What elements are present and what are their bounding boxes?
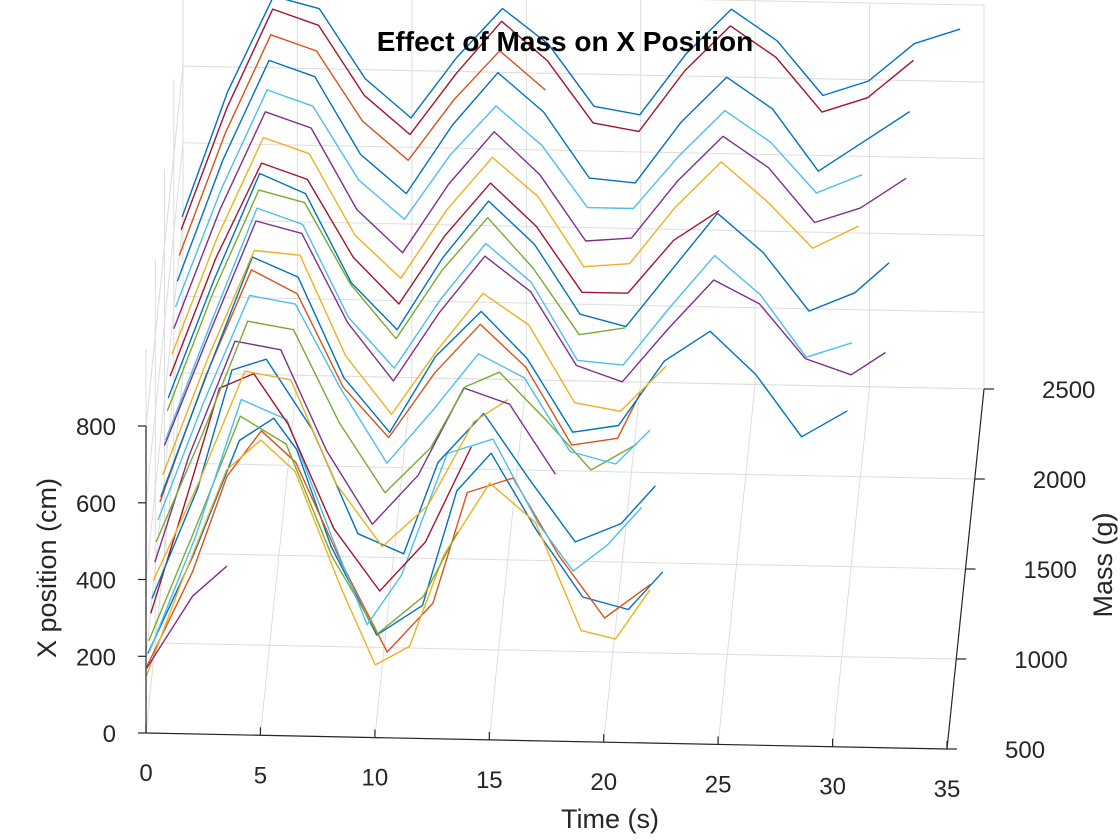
series-line-6: [149, 398, 643, 652]
series-line-25: [178, 34, 546, 256]
series-line-13: [159, 269, 642, 503]
series-line-14: [160, 256, 848, 498]
gridline-floor-mass: [173, 462, 975, 480]
series-line-11: [155, 320, 638, 543]
series-line-12: [157, 294, 651, 521]
gridline-back-position: [182, 142, 985, 160]
gridline-back-position: [182, 295, 985, 313]
z-tick-label: 0: [103, 721, 116, 748]
series-line-26: [180, 8, 914, 231]
x-tick-label: 10: [362, 765, 389, 792]
x-tick-label: 35: [934, 776, 961, 803]
series-line-18: [166, 189, 626, 412]
z-tick-label: 200: [76, 644, 116, 671]
gridline-left-position: [145, 142, 184, 503]
x-tick-label: 20: [590, 769, 617, 796]
x-tick-label: 5: [254, 762, 267, 789]
series-line-16: [163, 220, 886, 446]
y-tick-label: 2000: [1033, 467, 1086, 494]
z-tick-label: 800: [76, 414, 116, 441]
grid-layer: [145, 0, 985, 750]
x-tick-label: 30: [819, 774, 846, 801]
series-line-10: [154, 340, 556, 563]
gridline-back-position: [182, 65, 985, 83]
z-tick-label: 400: [76, 568, 116, 595]
x-tick-label: 0: [139, 760, 152, 787]
gridline-floor-mass: [155, 642, 957, 660]
series-line-4: [146, 565, 228, 669]
z-axis-label: X position (cm): [32, 478, 62, 658]
series-line-27: [181, 0, 961, 218]
chart-title: Effect of Mass on X Position: [377, 26, 753, 57]
x-axis-label: Time (s): [561, 804, 659, 834]
series-line-7: [150, 372, 472, 614]
series-line-22: [173, 111, 907, 329]
y-tick-label: 1500: [1024, 557, 1077, 584]
x-axis-line: [145, 732, 948, 750]
gridline-left-position: [145, 65, 184, 427]
series-line-1: [147, 417, 664, 654]
y-tick-label: 1000: [1014, 647, 1067, 674]
gridline-back-position: [182, 219, 985, 236]
z-tick-label: 600: [76, 491, 116, 518]
series-line-17: [164, 207, 853, 441]
series-layer: [145, 0, 961, 676]
series-line-3: [145, 439, 651, 676]
series-line-9: [152, 370, 509, 581]
y-tick-label: 500: [1005, 737, 1045, 764]
series-line-21: [171, 136, 859, 355]
gridline-left-position: [145, 219, 184, 580]
x-tick-label: 25: [705, 771, 732, 798]
series-line-8: [151, 358, 656, 599]
series-line-2: [146, 430, 651, 667]
y-axis-label: Mass (g): [1088, 512, 1118, 617]
series-line-5: [148, 415, 459, 642]
series-line-20: [169, 162, 720, 377]
series-line-24: [176, 59, 911, 282]
series-line-23: [174, 89, 863, 308]
tick-label-layer: 0 5 10 15 20 25 30 35 500 1000 1500 2000 2500 0 200 400…: [76, 377, 1095, 803]
series-line-19: [167, 172, 890, 399]
x-tick-label: 15: [476, 767, 503, 794]
y-tick-label: 2500: [1042, 377, 1095, 404]
axis-layer: [138, 388, 994, 750]
box-top-back: [695, 0, 985, 6]
series-line-15: [162, 249, 667, 476]
